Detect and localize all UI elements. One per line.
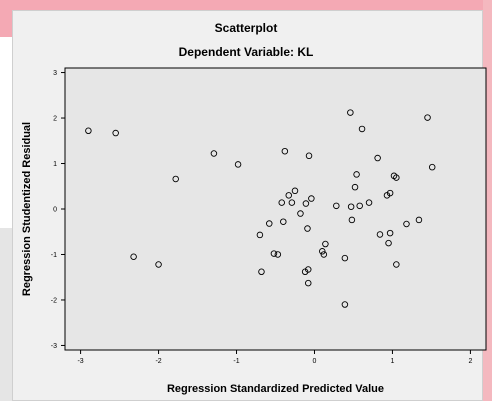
data-point (304, 225, 311, 232)
data-point (278, 199, 285, 206)
data-point (428, 163, 436, 171)
x-axis-label: Regression Standardized Predicted Value (167, 383, 384, 395)
x-tick-label: 2 (468, 358, 472, 365)
data-point (341, 254, 349, 262)
data-point (351, 183, 359, 191)
chart-subtitle: Dependent Variable: KL (178, 45, 314, 59)
data-point (305, 152, 313, 160)
y-tick-label: 3 (53, 70, 57, 77)
data-point (393, 174, 400, 181)
data-point (291, 187, 299, 195)
y-tick-label: 2 (53, 116, 57, 123)
data-point (304, 266, 312, 273)
data-point (280, 218, 287, 225)
data-point (274, 251, 282, 258)
data-point (415, 216, 423, 224)
x-tick-label: -3 (77, 358, 83, 365)
data-point (288, 199, 296, 206)
data-point (385, 239, 392, 247)
x-tick-label: -1 (233, 358, 239, 365)
data-point (258, 268, 265, 276)
data-point (155, 261, 162, 268)
data-point (85, 127, 92, 135)
data-point (424, 114, 431, 121)
data-point (393, 261, 400, 268)
data-point (302, 200, 310, 207)
data-point (341, 301, 349, 308)
data-point (285, 192, 293, 199)
chart-title: Scatterplot (214, 21, 278, 35)
data-point (297, 210, 304, 217)
background-panel (0, 228, 12, 401)
background-edge (483, 0, 492, 401)
data-point (403, 220, 410, 228)
data-point (374, 154, 381, 162)
data-point (270, 250, 278, 257)
y-tick-label: -1 (51, 252, 57, 259)
data-point (348, 216, 356, 224)
data-point (281, 147, 289, 155)
x-tick-label: 1 (390, 358, 394, 365)
data-point (266, 220, 273, 227)
data-point (356, 202, 363, 210)
data-point (256, 231, 264, 239)
y-axis: 3 2 1 0 -1 -2 -3 (51, 70, 65, 350)
data-point (376, 231, 384, 238)
data-points (85, 109, 436, 308)
data-point (353, 171, 360, 178)
data-point (172, 175, 179, 183)
data-point (320, 251, 328, 258)
data-point (322, 240, 329, 248)
data-point (333, 202, 340, 210)
data-point (365, 199, 373, 206)
x-tick-label: 0 (313, 358, 317, 365)
data-point (210, 150, 218, 157)
x-axis: -3 -2 -1 0 1 2 (77, 350, 472, 365)
y-axis-label: Regression Studentized Residual (21, 122, 33, 296)
y-tick-label: 0 (53, 207, 57, 214)
data-point (358, 125, 366, 133)
data-point (130, 253, 137, 261)
data-point (304, 279, 312, 287)
data-point (347, 203, 355, 210)
plot-area (64, 67, 487, 351)
y-tick-label: -2 (51, 297, 57, 304)
data-point (112, 129, 119, 137)
y-tick-label: 1 (53, 161, 57, 168)
y-tick-label: -3 (51, 343, 57, 350)
x-tick-label: -2 (155, 358, 161, 365)
data-point (234, 161, 242, 168)
data-point (386, 229, 394, 237)
data-point (347, 109, 354, 116)
data-point (319, 248, 326, 255)
data-point (308, 195, 315, 202)
data-point (386, 189, 394, 197)
